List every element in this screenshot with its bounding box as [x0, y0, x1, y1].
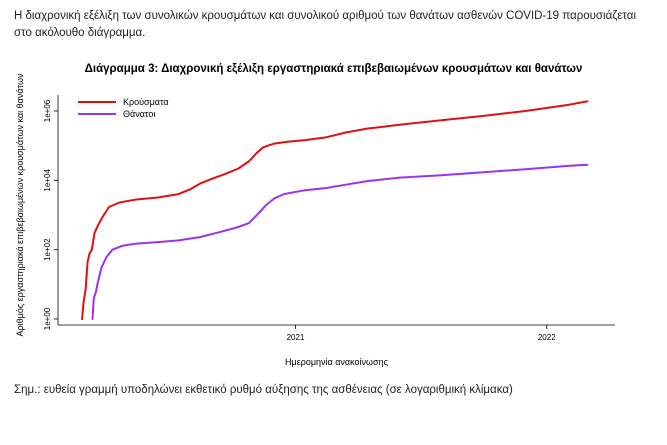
chart-title: Διάγραμμα 3: Διαχρονική εξέλιξη εργαστηρ…: [84, 63, 583, 75]
legend-label-1: Κρούσματα: [123, 97, 169, 107]
intro-paragraph: Η διαχρονική εξέλιξη των συνολικών κρουσ…: [14, 10, 636, 39]
y-tick-label: 1e+04: [43, 169, 52, 192]
y-tick-label: 1e+06: [43, 99, 52, 122]
series-line-1: [81, 100, 589, 320]
series-line-2: [91, 163, 589, 320]
x-tick-label: 2022: [538, 333, 556, 342]
footnote: Σημ.: ευθεία γραμμή υποδηλώνει εκθετικό …: [14, 384, 513, 396]
y-tick-label: 1e+02: [43, 238, 52, 261]
y-tick-label: 1e+00: [43, 307, 52, 330]
x-axis-title: Ημερομηνία ανακοίνωσης: [285, 357, 389, 367]
y-axis-title: Αριθμός εργαστηριακά επιβεβαιωμένων κρου…: [15, 73, 25, 336]
legend-label-2: Θάνατοι: [123, 109, 155, 119]
x-tick-label: 2021: [287, 333, 305, 342]
